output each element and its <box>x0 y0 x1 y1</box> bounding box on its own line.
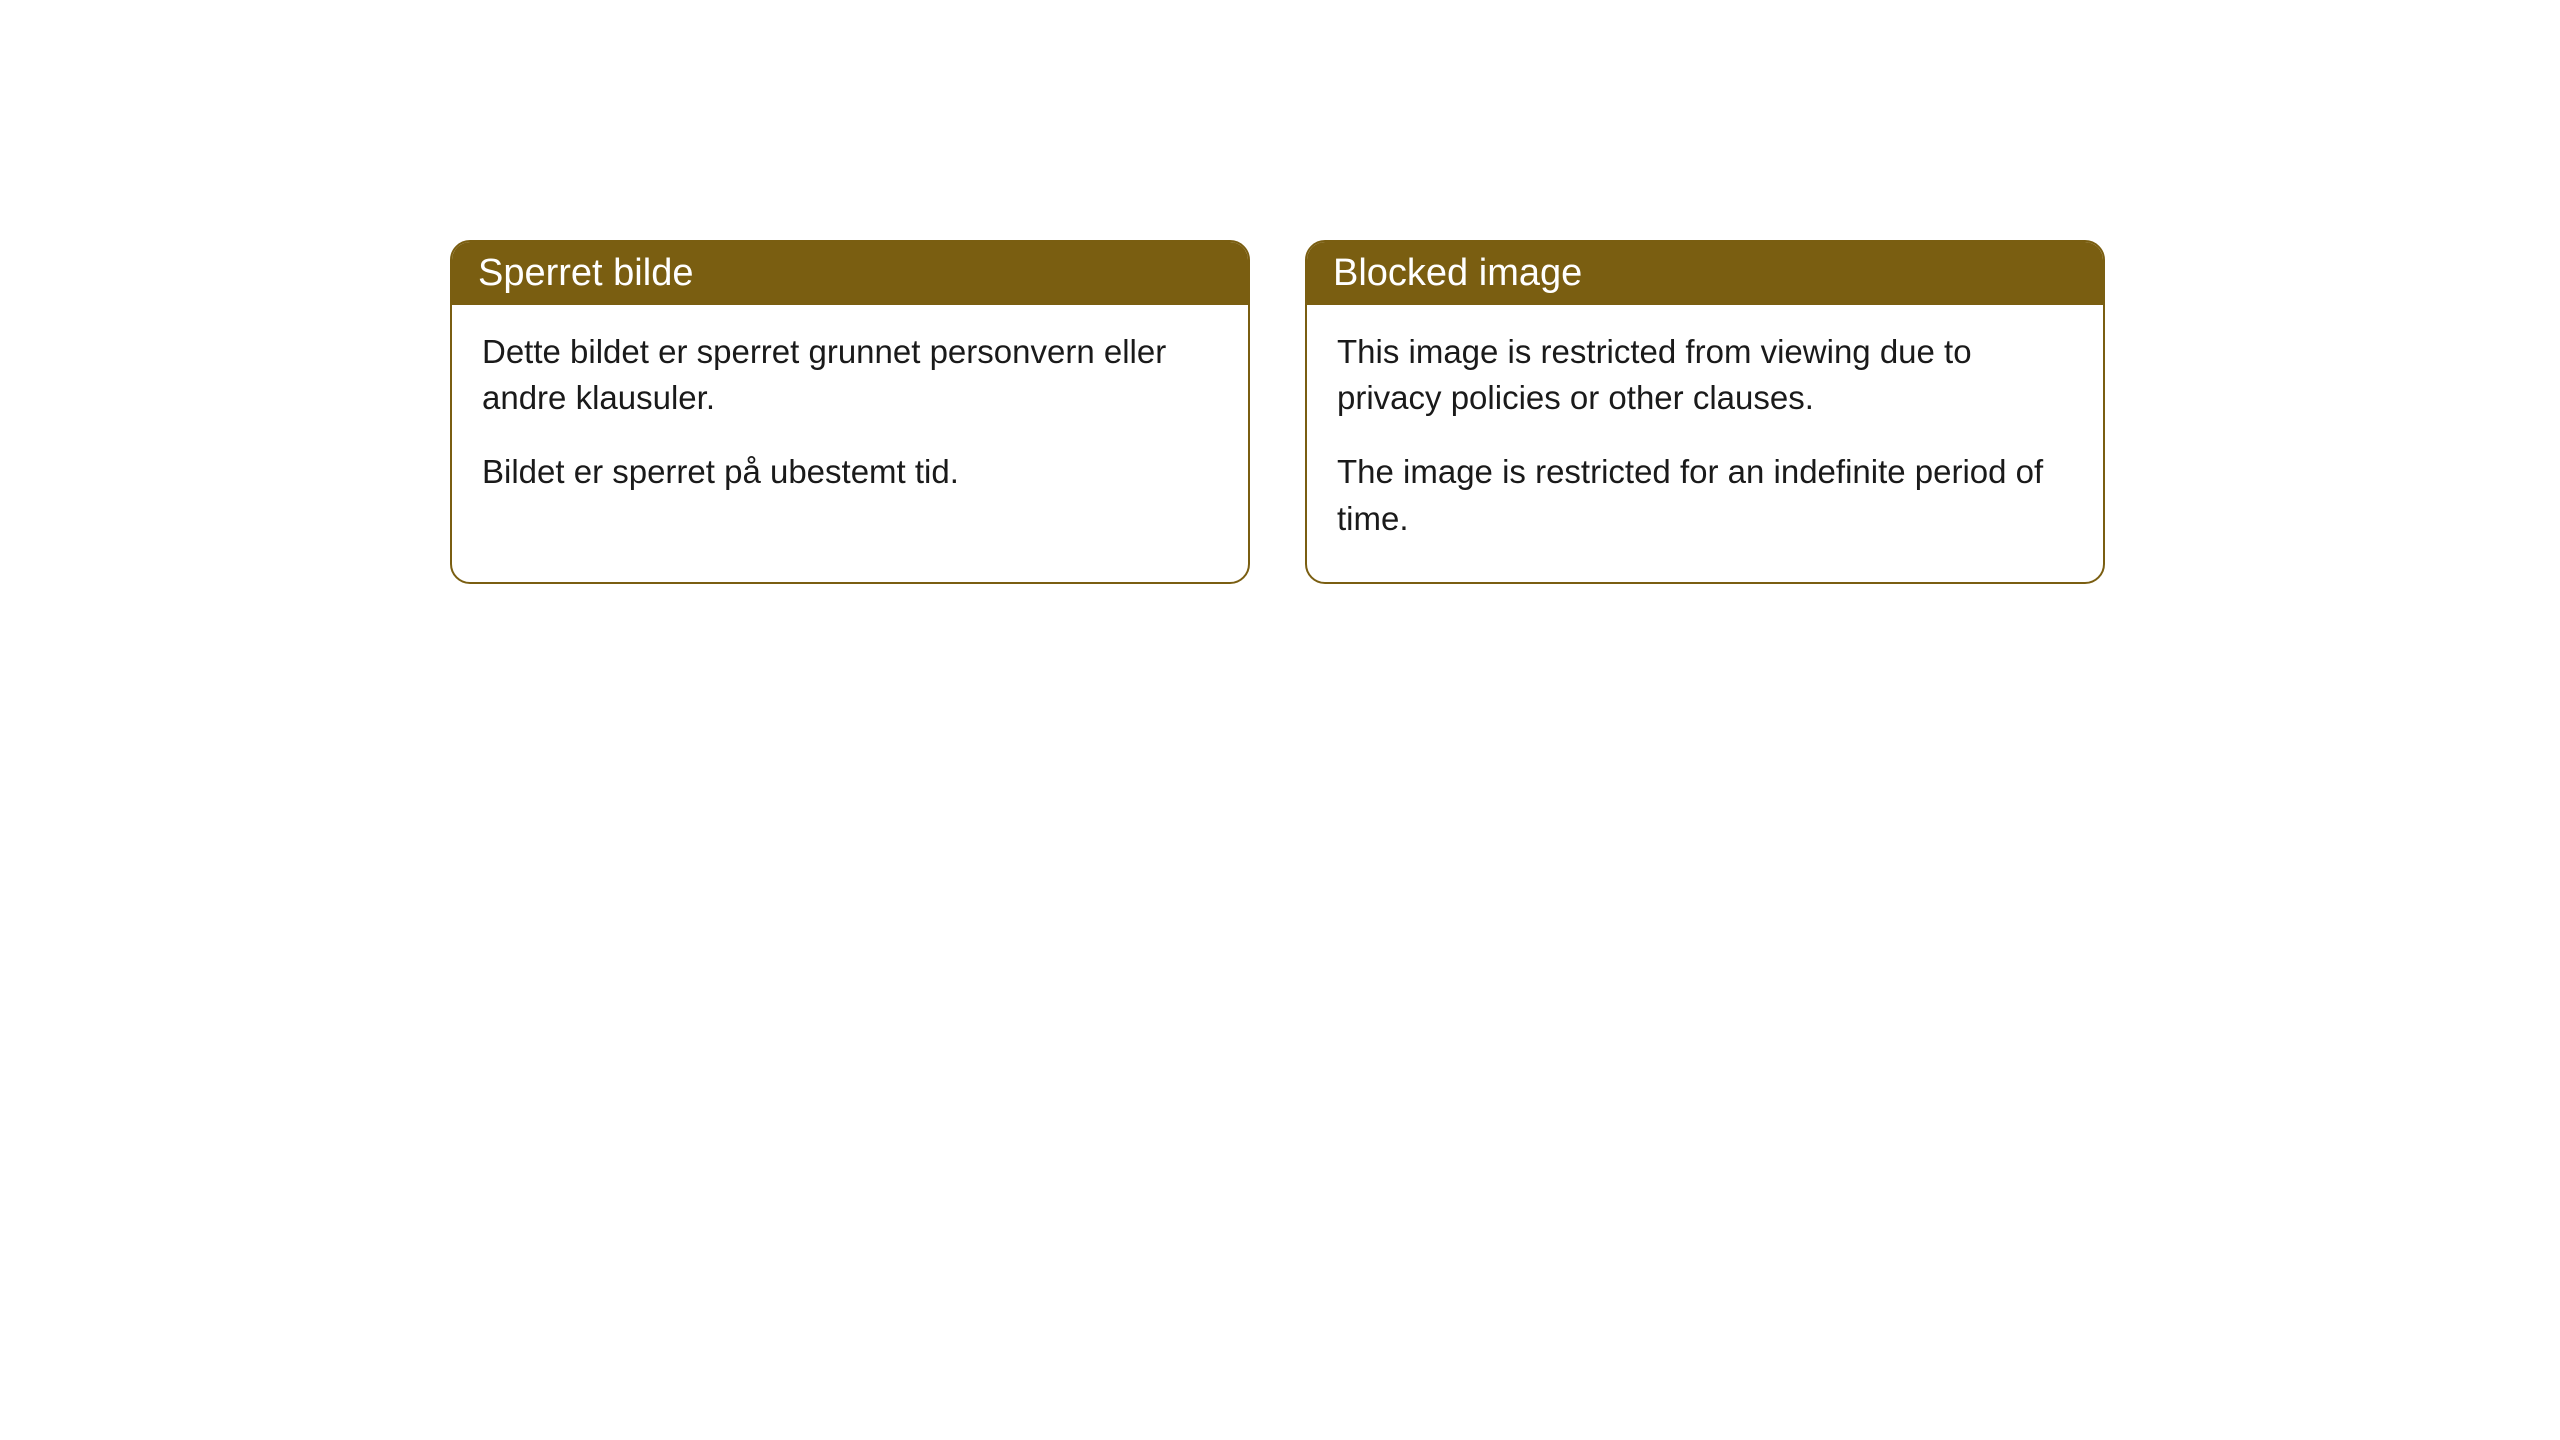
card-paragraph-2: Bildet er sperret på ubestemt tid. <box>482 449 1218 495</box>
notice-card-english: Blocked image This image is restricted f… <box>1305 240 2105 584</box>
card-paragraph-1: Dette bildet er sperret grunnet personve… <box>482 329 1218 421</box>
notice-card-norwegian: Sperret bilde Dette bildet er sperret gr… <box>450 240 1250 584</box>
card-paragraph-1: This image is restricted from viewing du… <box>1337 329 2073 421</box>
card-title: Blocked image <box>1333 252 1582 294</box>
card-body-english: This image is restricted from viewing du… <box>1307 305 2103 582</box>
card-body-norwegian: Dette bildet er sperret grunnet personve… <box>452 305 1248 536</box>
card-header-english: Blocked image <box>1307 242 2103 305</box>
card-title: Sperret bilde <box>478 252 693 294</box>
card-header-norwegian: Sperret bilde <box>452 242 1248 305</box>
card-paragraph-2: The image is restricted for an indefinit… <box>1337 449 2073 541</box>
notice-cards-container: Sperret bilde Dette bildet er sperret gr… <box>450 240 2105 584</box>
